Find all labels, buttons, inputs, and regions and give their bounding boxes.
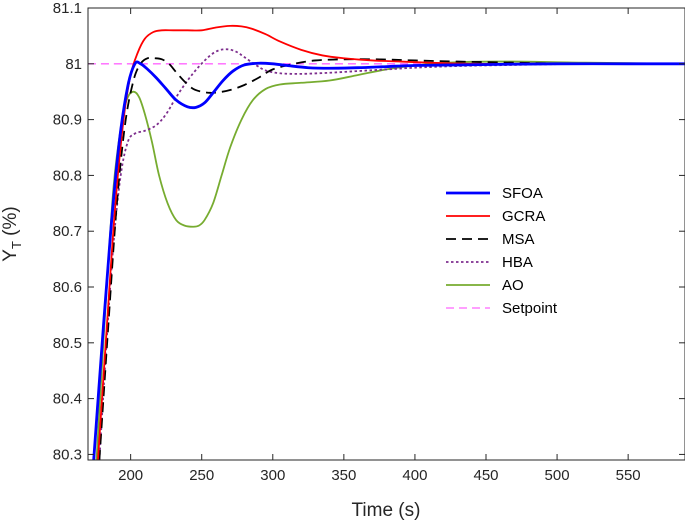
plot-frame [87, 7, 685, 461]
x-tick-label-3: 350 [331, 467, 356, 484]
y-tick-label-1: 80.4 [53, 391, 82, 408]
y-axis-label-subscript: T [9, 241, 24, 249]
x-tick-labels: 200 250 300 350 400 450 500 550 [118, 467, 641, 484]
legend-label-gcra: GCRA [502, 208, 545, 225]
series-layer [88, 24, 685, 460]
x-axis-label: Time (s) [352, 500, 421, 521]
x-tick-label-2: 300 [260, 467, 285, 484]
y-axis-label: YT (%) [0, 206, 24, 261]
y-tick-labels: 80.3 80.4 80.5 80.6 80.7 80.8 80.9 81 81.1 [53, 0, 82, 463]
y-tick-label-4: 80.7 [53, 223, 82, 240]
series-line-sfoa [92, 60, 685, 460]
x-tick-label-5: 450 [473, 467, 498, 484]
y-tick-label-2: 80.5 [53, 335, 82, 352]
y-tick-label-0: 80.3 [53, 446, 82, 463]
ticks-layer [88, 7, 685, 460]
y-tick-label-8: 81.1 [53, 0, 82, 17]
series-line-msa [98, 56, 685, 460]
y-axis-label-unit: (%) [0, 206, 21, 241]
x-tick-label-6: 500 [545, 467, 570, 484]
x-tick-label-1: 250 [189, 467, 214, 484]
legend-label-ao: AO [502, 277, 524, 294]
series-line-hba [98, 48, 685, 460]
x-tick-label-0: 200 [118, 467, 143, 484]
y-tick-label-3: 80.6 [53, 279, 82, 296]
y-tick-label-7: 81 [65, 56, 82, 73]
legend: SFOA GCRA MSA HBA AO Setpoint [446, 185, 558, 317]
y-tick-label-5: 80.8 [53, 167, 82, 184]
legend-label-sfoa: SFOA [502, 185, 543, 202]
y-tick-label-6: 80.9 [53, 112, 82, 129]
plot-area [88, 8, 685, 460]
legend-label-msa: MSA [502, 231, 535, 248]
y-axis-label-main: Y [0, 249, 21, 262]
legend-label-setpoint: Setpoint [502, 300, 558, 317]
legend-label-hba: HBA [502, 254, 533, 271]
x-tick-label-7: 550 [616, 467, 641, 484]
x-tick-label-4: 400 [402, 467, 427, 484]
